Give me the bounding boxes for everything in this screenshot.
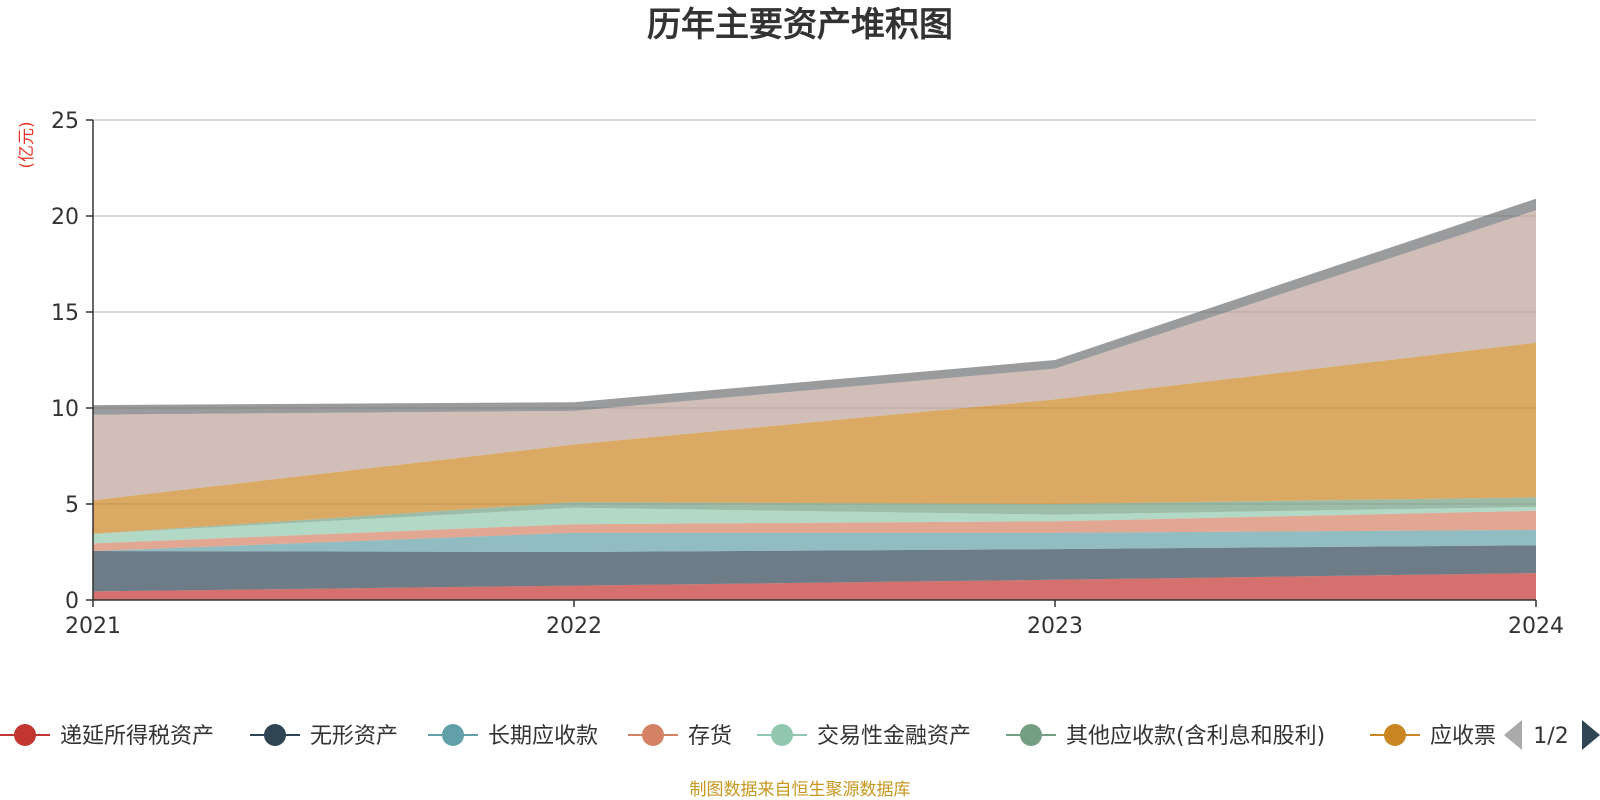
series-area (93, 573, 1536, 600)
x-tick-label: 2024 (1508, 614, 1564, 639)
legend-label: 无形资产 (310, 724, 398, 749)
legend-item[interactable]: 存货 (628, 724, 732, 749)
series-area (93, 342, 1536, 534)
y-tick-label: 0 (65, 589, 79, 614)
legend-marker-icon (264, 724, 286, 746)
legend-pager: 1/2 (1504, 720, 1600, 750)
data-source-note: 制图数据来自恒生聚源数据库 (690, 780, 911, 800)
legend-marker-icon (642, 724, 664, 746)
series-area (93, 545, 1536, 592)
x-tick-label: 2023 (1027, 614, 1083, 639)
legend-page-indicator: 1/2 (1533, 724, 1568, 749)
chart-title: 历年主要资产堆积图 (647, 5, 953, 45)
series-area (93, 510, 1536, 551)
legend-label: 交易性金融资产 (817, 724, 971, 749)
legend-label: 递延所得税资产 (60, 724, 214, 749)
series-area (93, 210, 1536, 501)
legend-item[interactable]: 递延所得税资产 (0, 724, 214, 749)
legend-item[interactable]: 应收票 (1370, 724, 1496, 749)
legend-marker-icon (771, 724, 793, 746)
y-tick-label: 20 (51, 205, 79, 230)
legend: 递延所得税资产 无形资产 长期应收款 存货 交易性金融资产 其他应收款(含利息和股利) 应收… (0, 724, 1496, 749)
legend-marker-icon (442, 724, 464, 746)
y-tick-label: 15 (51, 301, 79, 326)
x-tick-label: 2022 (546, 614, 602, 639)
y-tick-label: 25 (51, 109, 79, 134)
legend-prev-icon[interactable] (1504, 720, 1522, 750)
legend-item[interactable]: 交易性金融资产 (757, 724, 971, 749)
y-axis-unit: (亿元) (17, 121, 37, 168)
legend-item[interactable]: 其他应收款(含利息和股利) (1006, 724, 1325, 749)
legend-item[interactable]: 无形资产 (250, 724, 398, 749)
y-tick-label: 5 (65, 493, 79, 518)
legend-label: 应收票 (1430, 724, 1496, 749)
legend-item[interactable]: 长期应收款 (428, 724, 598, 749)
legend-label: 其他应收款(含利息和股利) (1066, 724, 1325, 749)
series-area (93, 529, 1536, 552)
series-area (93, 497, 1536, 534)
legend-label: 存货 (688, 724, 732, 749)
legend-marker-icon (1020, 724, 1042, 746)
x-tick-label: 2021 (65, 614, 121, 639)
legend-marker-icon (14, 724, 36, 746)
legend-marker-icon (1384, 724, 1406, 746)
area-series (93, 198, 1536, 600)
legend-label: 长期应收款 (488, 724, 598, 749)
series-area (93, 506, 1536, 544)
axes: 0 5 10 15 20 25 2021 2022 2023 2024 (51, 109, 1564, 639)
legend-next-icon[interactable] (1582, 720, 1600, 750)
y-tick-label: 10 (51, 397, 79, 422)
